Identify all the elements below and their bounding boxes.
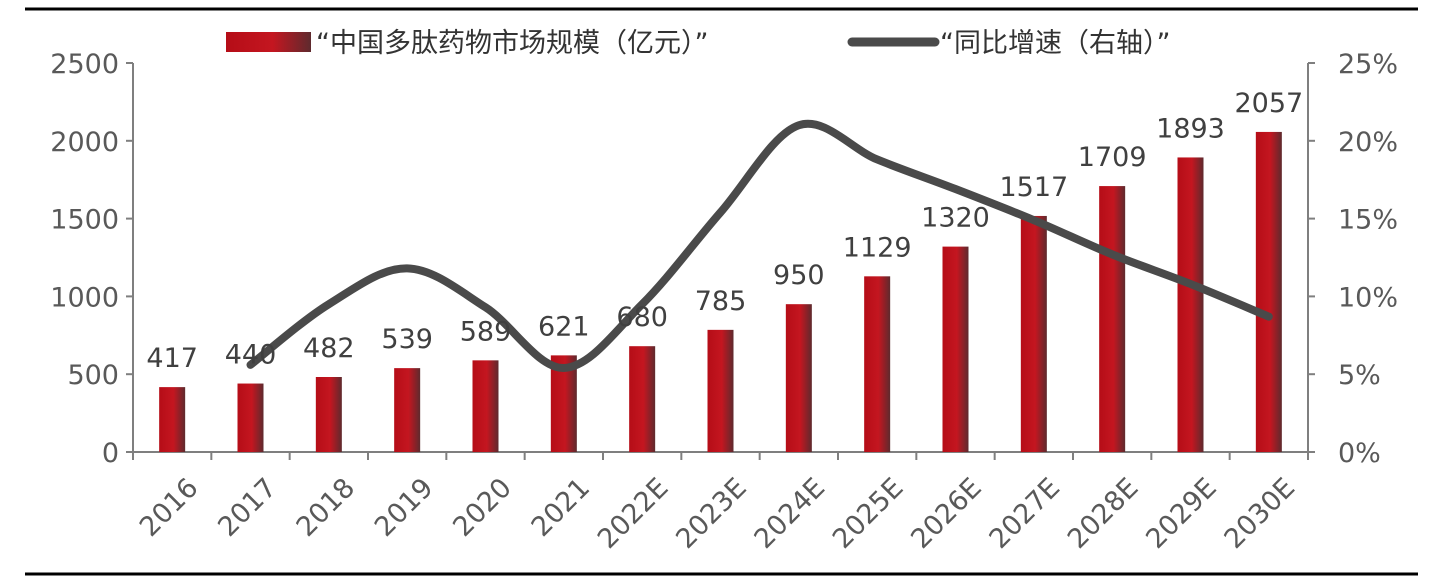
- bar-2020: [472, 360, 499, 452]
- x-tick-label: 2027E: [984, 472, 1067, 555]
- x-tick-label: 2026E: [905, 472, 988, 555]
- x-tick-label: 2019: [369, 472, 440, 543]
- data-labels: 417 440 482 539 589 621 680 785 950 1129 1320 1517 1…: [146, 88, 1303, 374]
- bar-value-label: 589: [460, 316, 512, 347]
- bar-value-label: 2057: [1234, 88, 1303, 119]
- legend-bar-label: “中国多肽药物市场规模（亿元）”: [316, 28, 708, 59]
- right-tick-label: 15%: [1338, 205, 1398, 236]
- bar-2027E: [1020, 215, 1047, 452]
- x-tick-label: 2023E: [670, 472, 753, 555]
- bar-value-label: 440: [225, 340, 277, 371]
- x-tick-label: 2021: [526, 472, 597, 543]
- x-tick-label: 2020: [447, 472, 518, 543]
- x-tick-label: 2025E: [827, 472, 910, 555]
- bar-value-label: 1709: [1078, 142, 1147, 173]
- legend-line-label: “同比增速（右轴）”: [940, 28, 1170, 59]
- x-tick-label: 2029E: [1140, 472, 1223, 555]
- bar-value-label: 1517: [999, 172, 1068, 203]
- x-tick-label: 2028E: [1062, 472, 1145, 555]
- bar-2023E: [707, 329, 734, 452]
- bar-2022E: [629, 346, 656, 452]
- bar-value-label: 1320: [921, 203, 990, 234]
- right-tick-label: 0%: [1338, 438, 1381, 469]
- legend-bar-swatch: [226, 32, 311, 52]
- bar-value-label: 680: [616, 302, 668, 333]
- right-tick-label: 25%: [1338, 49, 1398, 80]
- bar-2025E: [864, 276, 891, 452]
- x-tick-label: 2016: [134, 472, 205, 543]
- right-tick-label: 5%: [1338, 360, 1381, 391]
- bar-2026E: [942, 246, 969, 452]
- bar-2019: [394, 368, 421, 452]
- bar-value-label: 785: [695, 286, 747, 317]
- bar-value-label: 482: [303, 333, 355, 364]
- bar-value-label: 539: [381, 324, 433, 355]
- bars: [159, 131, 1282, 453]
- left-tick-label: 1500: [50, 205, 119, 236]
- bar-2029E: [1177, 157, 1204, 452]
- growth-line-layer: [246, 119, 1273, 372]
- x-tick-label: 2018: [291, 472, 362, 543]
- x-tick-labels: 2016 2017 2018 2019 2020 20212022E2023E2024E2…: [134, 472, 1301, 555]
- bar-2018: [315, 377, 342, 452]
- right-tick-label: 10%: [1338, 282, 1398, 313]
- bar-value-label: 950: [773, 260, 825, 291]
- x-tick-label: 2022E: [592, 472, 675, 555]
- bar-2016: [159, 387, 186, 452]
- left-tick-label: 500: [67, 360, 119, 391]
- bar-value-label: 1129: [843, 232, 912, 263]
- left-tick-label: 0: [102, 438, 119, 469]
- bar-2028E: [1099, 186, 1126, 453]
- left-tick-label: 2500: [50, 49, 119, 80]
- bar-2030E: [1255, 131, 1282, 453]
- left-tick-label: 1000: [50, 282, 119, 313]
- bar-value-label: 1893: [1156, 113, 1225, 144]
- right-tick-label: 20%: [1338, 127, 1398, 158]
- left-tick-label: 2000: [50, 127, 119, 158]
- x-tick-label: 2030E: [1219, 472, 1302, 555]
- growth-rate-line: [246, 119, 1273, 372]
- bar-value-label: 417: [146, 343, 198, 374]
- bar-2017: [237, 383, 264, 452]
- bar-value-label: 621: [538, 311, 590, 342]
- x-tick-label: 2017: [212, 472, 283, 543]
- x-tick-label: 2024E: [749, 472, 832, 555]
- legend: “中国多肽药物市场规模（亿元）” “同比增速（右轴）”: [226, 28, 1170, 59]
- bar-2024E: [785, 304, 812, 452]
